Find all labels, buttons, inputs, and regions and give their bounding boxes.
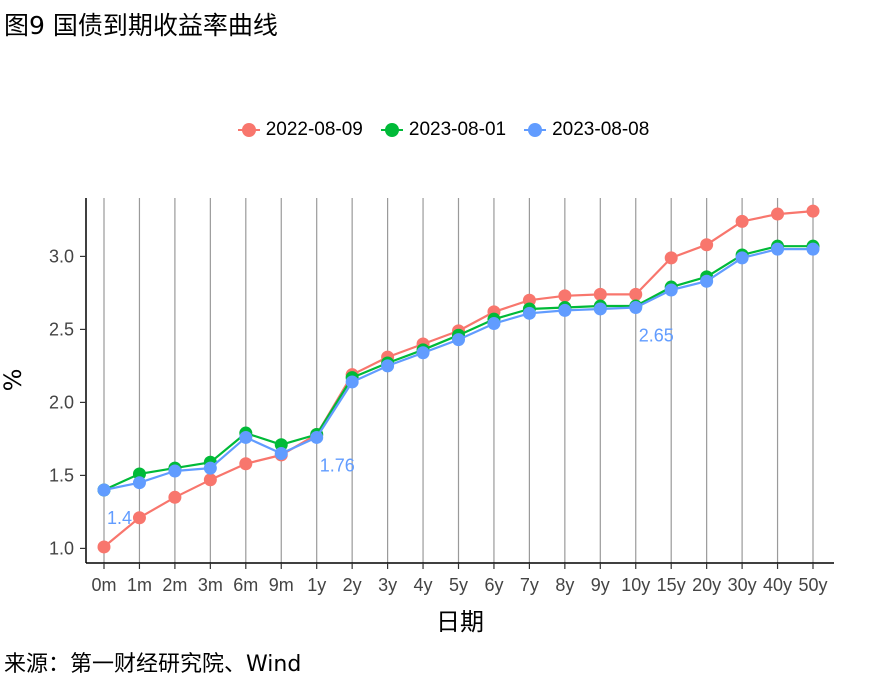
series-layer — [97, 204, 820, 554]
point-2023-08-08-30y — [735, 251, 749, 265]
x-tick-label-1y: 1y — [307, 575, 326, 595]
point-2023-08-08-6y — [487, 317, 501, 331]
legend-item-2023-08-01: 2023-08-01 — [379, 118, 506, 142]
y-tick-label: 2.5 — [49, 319, 74, 339]
y-tick-label: 1.0 — [49, 538, 74, 558]
point-2022-08-09-9y — [593, 287, 607, 301]
point-2022-08-09-6m — [239, 457, 253, 471]
point-2023-08-08-2m — [168, 464, 182, 478]
x-tick-label-2m: 2m — [162, 575, 187, 595]
point-2022-08-09-1m — [132, 511, 146, 525]
x-axis-title: 日期 — [436, 608, 484, 636]
point-2023-08-08-10y — [629, 301, 643, 314]
point-2022-08-09-40y — [771, 207, 785, 221]
point-2022-08-09-8y — [558, 289, 572, 303]
point-2023-08-08-3y — [381, 359, 395, 373]
point-2023-08-08-6m — [239, 430, 253, 444]
point-2023-08-08-1m — [132, 476, 146, 490]
point-2023-08-08-40y — [771, 242, 785, 256]
source-note: 来源：第一财经研究院、Wind — [4, 652, 302, 677]
legend-item-2023-08-08: 2023-08-08 — [522, 118, 649, 142]
point-2023-08-08-15y — [664, 283, 678, 297]
y-tick-label: 1.5 — [49, 465, 74, 485]
yield-curve-chart: 1.4 1.76 2.65 0m 1m 2m 3m 6m 9m 1y 2y 3y 4y 5y 6y 7y 8y… — [0, 198, 834, 636]
point-2023-08-08-0m — [97, 483, 111, 497]
point-2023-08-08-50y — [806, 242, 820, 256]
point-2022-08-09-30y — [735, 214, 749, 228]
x-tick-label-4y: 4y — [414, 575, 433, 595]
point-2022-08-09-15y — [664, 251, 678, 265]
axis-layer — [80, 198, 834, 569]
x-tick-label-9m: 9m — [269, 575, 294, 595]
point-2022-08-09-2m — [168, 490, 182, 504]
legend-label: 2023-08-08 — [552, 119, 650, 140]
tick-label-layer: 0m 1m 2m 3m 6m 9m 1y 2y 3y 4y 5y 6y 7y 8y 9y 10y 15y 20y 3… — [49, 246, 828, 595]
point-2023-08-08-3m — [203, 461, 217, 475]
x-tick-label-6m: 6m — [233, 575, 258, 595]
x-tick-label-15y: 15y — [657, 575, 686, 595]
point-2022-08-09-3m — [203, 473, 217, 487]
x-tick-label-6y: 6y — [484, 575, 503, 595]
point-2023-08-08-1y — [310, 430, 324, 444]
point-2022-08-09-10y — [629, 287, 643, 301]
figure-title: 图9 国债到期收益率曲线 — [4, 11, 278, 40]
x-tick-label-0m: 0m — [91, 575, 116, 595]
x-tick-label-8y: 8y — [555, 575, 574, 595]
point-2023-08-08-9y — [593, 302, 607, 316]
annotation-label: 1.76 — [320, 455, 355, 475]
point-2023-08-08-4y — [416, 346, 430, 360]
x-tick-label-10y: 10y — [621, 575, 650, 595]
point-2023-08-08-8y — [558, 303, 572, 317]
legend-key-2023-08-08 — [522, 118, 548, 142]
legend-key-2022-08-09 — [236, 118, 262, 142]
x-tick-label-3y: 3y — [378, 575, 397, 595]
legend-key-2023-08-01 — [379, 118, 405, 142]
x-tick-label-2y: 2y — [343, 575, 362, 595]
chart-legend: 2022-08-09 2023-08-01 2023-08-08 — [0, 118, 885, 142]
legend-item-2022-08-09: 2022-08-09 — [236, 118, 363, 142]
x-tick-label-7y: 7y — [520, 575, 539, 595]
x-tick-label-1m: 1m — [127, 575, 152, 595]
y-tick-label: 3.0 — [49, 246, 74, 266]
point-2022-08-09-20y — [700, 238, 714, 252]
x-tick-label-30y: 30y — [728, 575, 757, 595]
point-2023-08-08-7y — [522, 306, 536, 320]
x-tick-label-40y: 40y — [763, 575, 792, 595]
annotation-label: 1.4 — [107, 508, 132, 528]
y-tick-label: 2.0 — [49, 392, 74, 412]
point-2023-08-08-20y — [700, 274, 714, 288]
x-tick-label-9y: 9y — [591, 575, 610, 595]
annotation-layer: 1.4 1.76 2.65 — [107, 326, 674, 529]
x-tick-label-3m: 3m — [198, 575, 223, 595]
grid-layer — [103, 198, 814, 563]
annotation-label: 2.65 — [639, 326, 674, 346]
legend-label: 2022-08-09 — [265, 119, 363, 140]
point-2023-08-08-9m — [274, 447, 288, 460]
point-2023-08-08-2y — [345, 375, 359, 389]
x-tick-label-5y: 5y — [449, 575, 468, 595]
legend-label: 2023-08-01 — [408, 119, 507, 140]
x-tick-label-20y: 20y — [692, 575, 721, 595]
y-axis-title: % — [0, 369, 27, 392]
point-2022-08-09-0m — [97, 540, 111, 554]
x-tick-label-50y: 50y — [798, 575, 827, 595]
point-2023-08-08-5y — [452, 333, 465, 347]
point-2022-08-09-50y — [806, 204, 820, 218]
